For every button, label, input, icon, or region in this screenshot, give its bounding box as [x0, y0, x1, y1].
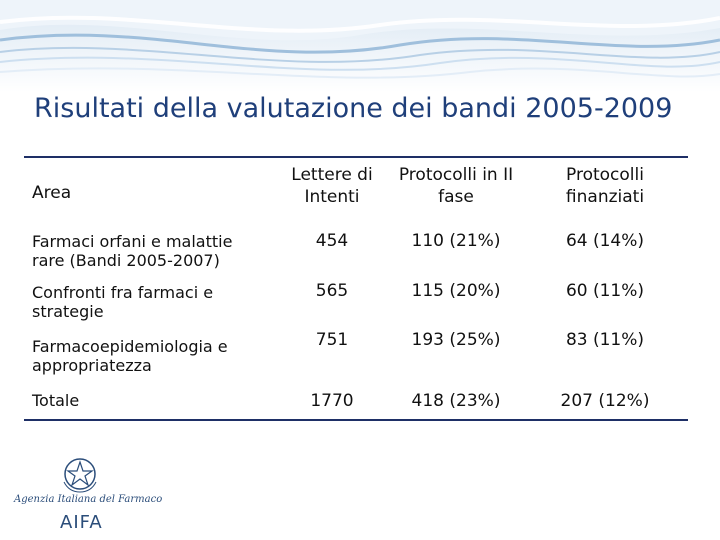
header-protocolli-finanziati: Protocolli finanziati: [534, 164, 676, 208]
row4-finanziati: 207 (12%): [560, 391, 650, 411]
row2-area-line2: strategie: [32, 302, 104, 321]
row3-protocolli-ii: 193 (25%): [411, 330, 501, 350]
row2-finanziati: 60 (11%): [565, 281, 645, 301]
header-lettere-line1: Lettere di: [291, 165, 373, 185]
logo-mark: AIFA: [60, 512, 103, 533]
slide-title: Risultati della valutazione dei bandi 20…: [34, 93, 673, 124]
row3-lettere: 751: [315, 330, 349, 350]
header-protocolli-ii-fase: Protocolli in II fase: [386, 164, 526, 208]
row2-lettere: 565: [315, 281, 349, 301]
row3-finanziati: 83 (11%): [565, 330, 645, 350]
row1-finanziati: 64 (14%): [565, 231, 645, 251]
header-lettere-line2: Intenti: [304, 187, 360, 207]
logo-name: Agenzia Italiana del Farmaco: [14, 494, 163, 505]
table-top-rule: [24, 156, 688, 158]
header-finanziati-line1: Protocolli: [566, 165, 644, 185]
header-banner: [0, 0, 720, 92]
row1-lettere: 454: [315, 231, 349, 251]
table-bottom-rule: [24, 419, 688, 421]
header-protocolli-ii-line1: Protocolli in II: [398, 165, 514, 185]
table-row-area: Totale: [32, 391, 272, 410]
row4-protocolli-ii: 418 (23%): [411, 391, 501, 411]
table-row-area: Confronti fra farmaci e strategie: [32, 283, 272, 321]
row1-area-line2: rare (Bandi 2005-2007): [32, 251, 220, 270]
row3-area-line2: appropriatezza: [32, 356, 152, 375]
row4-lettere: 1770: [310, 391, 354, 411]
table-row-area: Farmacoepidemiologia e appropriatezza: [32, 337, 272, 375]
emblem-icon: [63, 458, 97, 493]
row1-protocolli-ii: 110 (21%): [411, 231, 501, 251]
header-finanziati-line2: finanziati: [565, 187, 645, 207]
row1-area-line1: Farmaci orfani e malattie: [32, 232, 233, 251]
table-row-area: Farmaci orfani e malattie rare (Bandi 20…: [32, 232, 272, 270]
row2-area-line1: Confronti fra farmaci e: [32, 283, 214, 302]
header-area: Area: [32, 183, 72, 203]
row3-area-line1: Farmacoepidemiologia e: [32, 337, 228, 356]
row4-area-line1: Totale: [32, 391, 80, 410]
header-protocolli-ii-line2: fase: [438, 187, 474, 207]
header-lettere-di-intenti: Lettere di Intenti: [282, 164, 382, 208]
row2-protocolli-ii: 115 (20%): [411, 281, 501, 301]
